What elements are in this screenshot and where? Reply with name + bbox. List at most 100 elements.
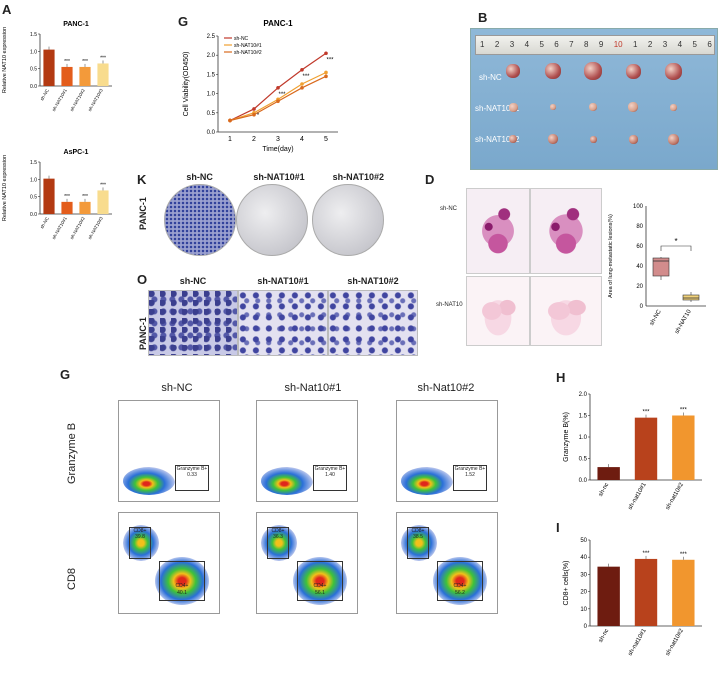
tumor	[664, 62, 682, 80]
significance-label: ***	[64, 59, 70, 65]
y-tick-label: 1.0	[579, 435, 588, 441]
panel-label-g-top: G	[178, 14, 189, 29]
category-label: sh-NAT10#2	[69, 88, 86, 113]
bar	[79, 201, 91, 214]
ruler-number: 1	[480, 40, 485, 49]
gate-label: CD4+	[313, 583, 327, 589]
box	[652, 257, 670, 277]
bar	[672, 415, 695, 480]
ruler-number: 3	[509, 40, 515, 49]
ruler-number: 5	[539, 40, 544, 49]
x-tick-label: 2	[252, 136, 256, 143]
bar	[634, 558, 658, 626]
x-axis-label: Time(day)	[262, 146, 293, 153]
panel-label-h: H	[556, 370, 566, 385]
y-tick-label: 0.5	[579, 457, 588, 463]
category-label: sh-NAT10#1	[51, 88, 68, 113]
category-label: sh-nat10#1	[628, 627, 649, 657]
data-point	[276, 86, 280, 90]
transwell-sh-nat10-1	[238, 290, 328, 356]
ruler-number: 1	[633, 40, 638, 49]
category-label: sh-nat10#1	[628, 481, 649, 511]
panel-i-cd8-chart: 0 10 20 30 40 50 CD8+ cells(%) sh-nc *** sh-nat10…	[563, 538, 702, 657]
significance-label: ***	[642, 410, 650, 416]
y-tick-label: 1.5	[579, 414, 588, 420]
panel-o-row-label: PANC-1	[138, 317, 148, 350]
y-axis-label: CD8+ cells(%)	[563, 561, 570, 606]
bar	[43, 49, 55, 86]
flow-plot-granzyme: Granzyme B+ 0.33	[118, 400, 220, 502]
panel-label-o: O	[137, 272, 148, 287]
tumor	[548, 134, 558, 144]
tumor-photo: 1 2 3 4 5 6 7 8 9 10 1 2 3 4 5 6 sh-NC sh-NAT10#1 sh-NA…	[470, 28, 718, 170]
y-tick-label: 0.5	[30, 67, 37, 73]
ruler: 1 2 3 4 5 6 7 8 9 10 1 2 3 4 5 6	[475, 35, 715, 55]
panel-label-b: B	[478, 10, 488, 25]
bar	[672, 559, 695, 626]
ruler-number: 2	[647, 40, 653, 49]
category-label: sh-nc	[598, 482, 611, 498]
panel-a-aspc1-chart: AsPC-1 0.0 0.5 1.0 1.5 Relative NAT10 express…	[2, 149, 112, 240]
lung-section-kd-1	[466, 276, 530, 346]
panel-k-col-2: sh-NAT10#1	[253, 172, 305, 182]
tumor-row-label-1: sh-NC	[479, 73, 502, 82]
significance-label: ***	[100, 182, 106, 188]
transwell-sh-nc	[148, 290, 238, 356]
tumor	[545, 63, 561, 79]
ruler-number: 7	[569, 40, 574, 49]
tumor	[628, 134, 638, 144]
panel-d-boxplot: 0 20 40 60 80 100 Area of lung-metastatic lesi…	[608, 204, 706, 335]
tumor	[625, 63, 641, 79]
chart-title: PANC-1	[263, 19, 293, 28]
data-point	[228, 118, 232, 123]
bar	[597, 566, 620, 626]
bar	[634, 417, 658, 480]
data-point	[324, 74, 328, 79]
lung-section-nc-2	[530, 188, 602, 274]
bar	[97, 63, 109, 86]
x-tick-label: 3	[276, 136, 280, 143]
y-tick-label: 0.5	[30, 195, 37, 201]
panel-a-panc1-chart: PANC-1 0.0 0.5 1.0 1.5 Relative NAT10 express…	[2, 21, 112, 113]
ruler-number: 2	[494, 40, 500, 49]
legend-label: sh-NC	[234, 36, 249, 42]
y-tick-label: 100	[633, 204, 644, 210]
panel-label-i: I	[556, 520, 560, 535]
y-tick-label: 2.0	[579, 392, 588, 398]
bar	[97, 190, 109, 214]
significance-label: ***	[680, 552, 688, 558]
gate-value: 56.2	[455, 590, 465, 596]
panel-d-row-1: sh-NC	[440, 206, 458, 212]
bar	[61, 66, 73, 86]
y-axis-label: Relative NAT10 expression	[2, 27, 8, 93]
y-tick-label: 30	[580, 572, 587, 578]
category-label: sh-NC	[39, 87, 50, 101]
ruler-number: 6	[554, 40, 559, 49]
flow-plot-cd8: CD8+ 36.3 CD4+ 56.1	[256, 512, 358, 614]
gate-value: 39.8	[135, 534, 145, 540]
y-axis-label: Cell Viability(OD450)	[183, 52, 190, 117]
y-tick-label: 2.5	[207, 34, 216, 40]
gate-value: 40.1	[177, 590, 187, 596]
colony-dish-sh-nc	[164, 184, 236, 256]
significance-label: ***	[302, 74, 310, 80]
y-tick-label: 0	[584, 624, 588, 630]
y-tick-label: 1.5	[30, 160, 37, 166]
ruler-number: 5	[692, 40, 697, 49]
panel-h-granzyme-chart: 0.0 0.5 1.0 1.5 2.0 Granzyme B(%) sh-nc *** sh-n…	[563, 392, 702, 511]
gate-label: CD4+	[175, 583, 189, 589]
flow-plot-granzyme: Granzyme B+ 1.40	[256, 400, 358, 502]
data-point	[324, 51, 328, 56]
bar	[597, 467, 620, 480]
ruler-number: 4	[524, 40, 530, 49]
category-label: sh-NAT10	[674, 308, 693, 335]
panel-label-a: A	[2, 2, 12, 17]
tumor	[669, 103, 677, 111]
y-tick-label: 40	[636, 264, 643, 270]
significance-label: ***	[82, 194, 88, 200]
tumor	[508, 102, 518, 112]
y-tick-label: 1.5	[30, 32, 37, 38]
y-tick-label: 0.0	[30, 212, 37, 218]
tumor-row-label-3: sh-NAT10#2	[475, 135, 520, 144]
y-tick-label: 0	[640, 304, 644, 310]
